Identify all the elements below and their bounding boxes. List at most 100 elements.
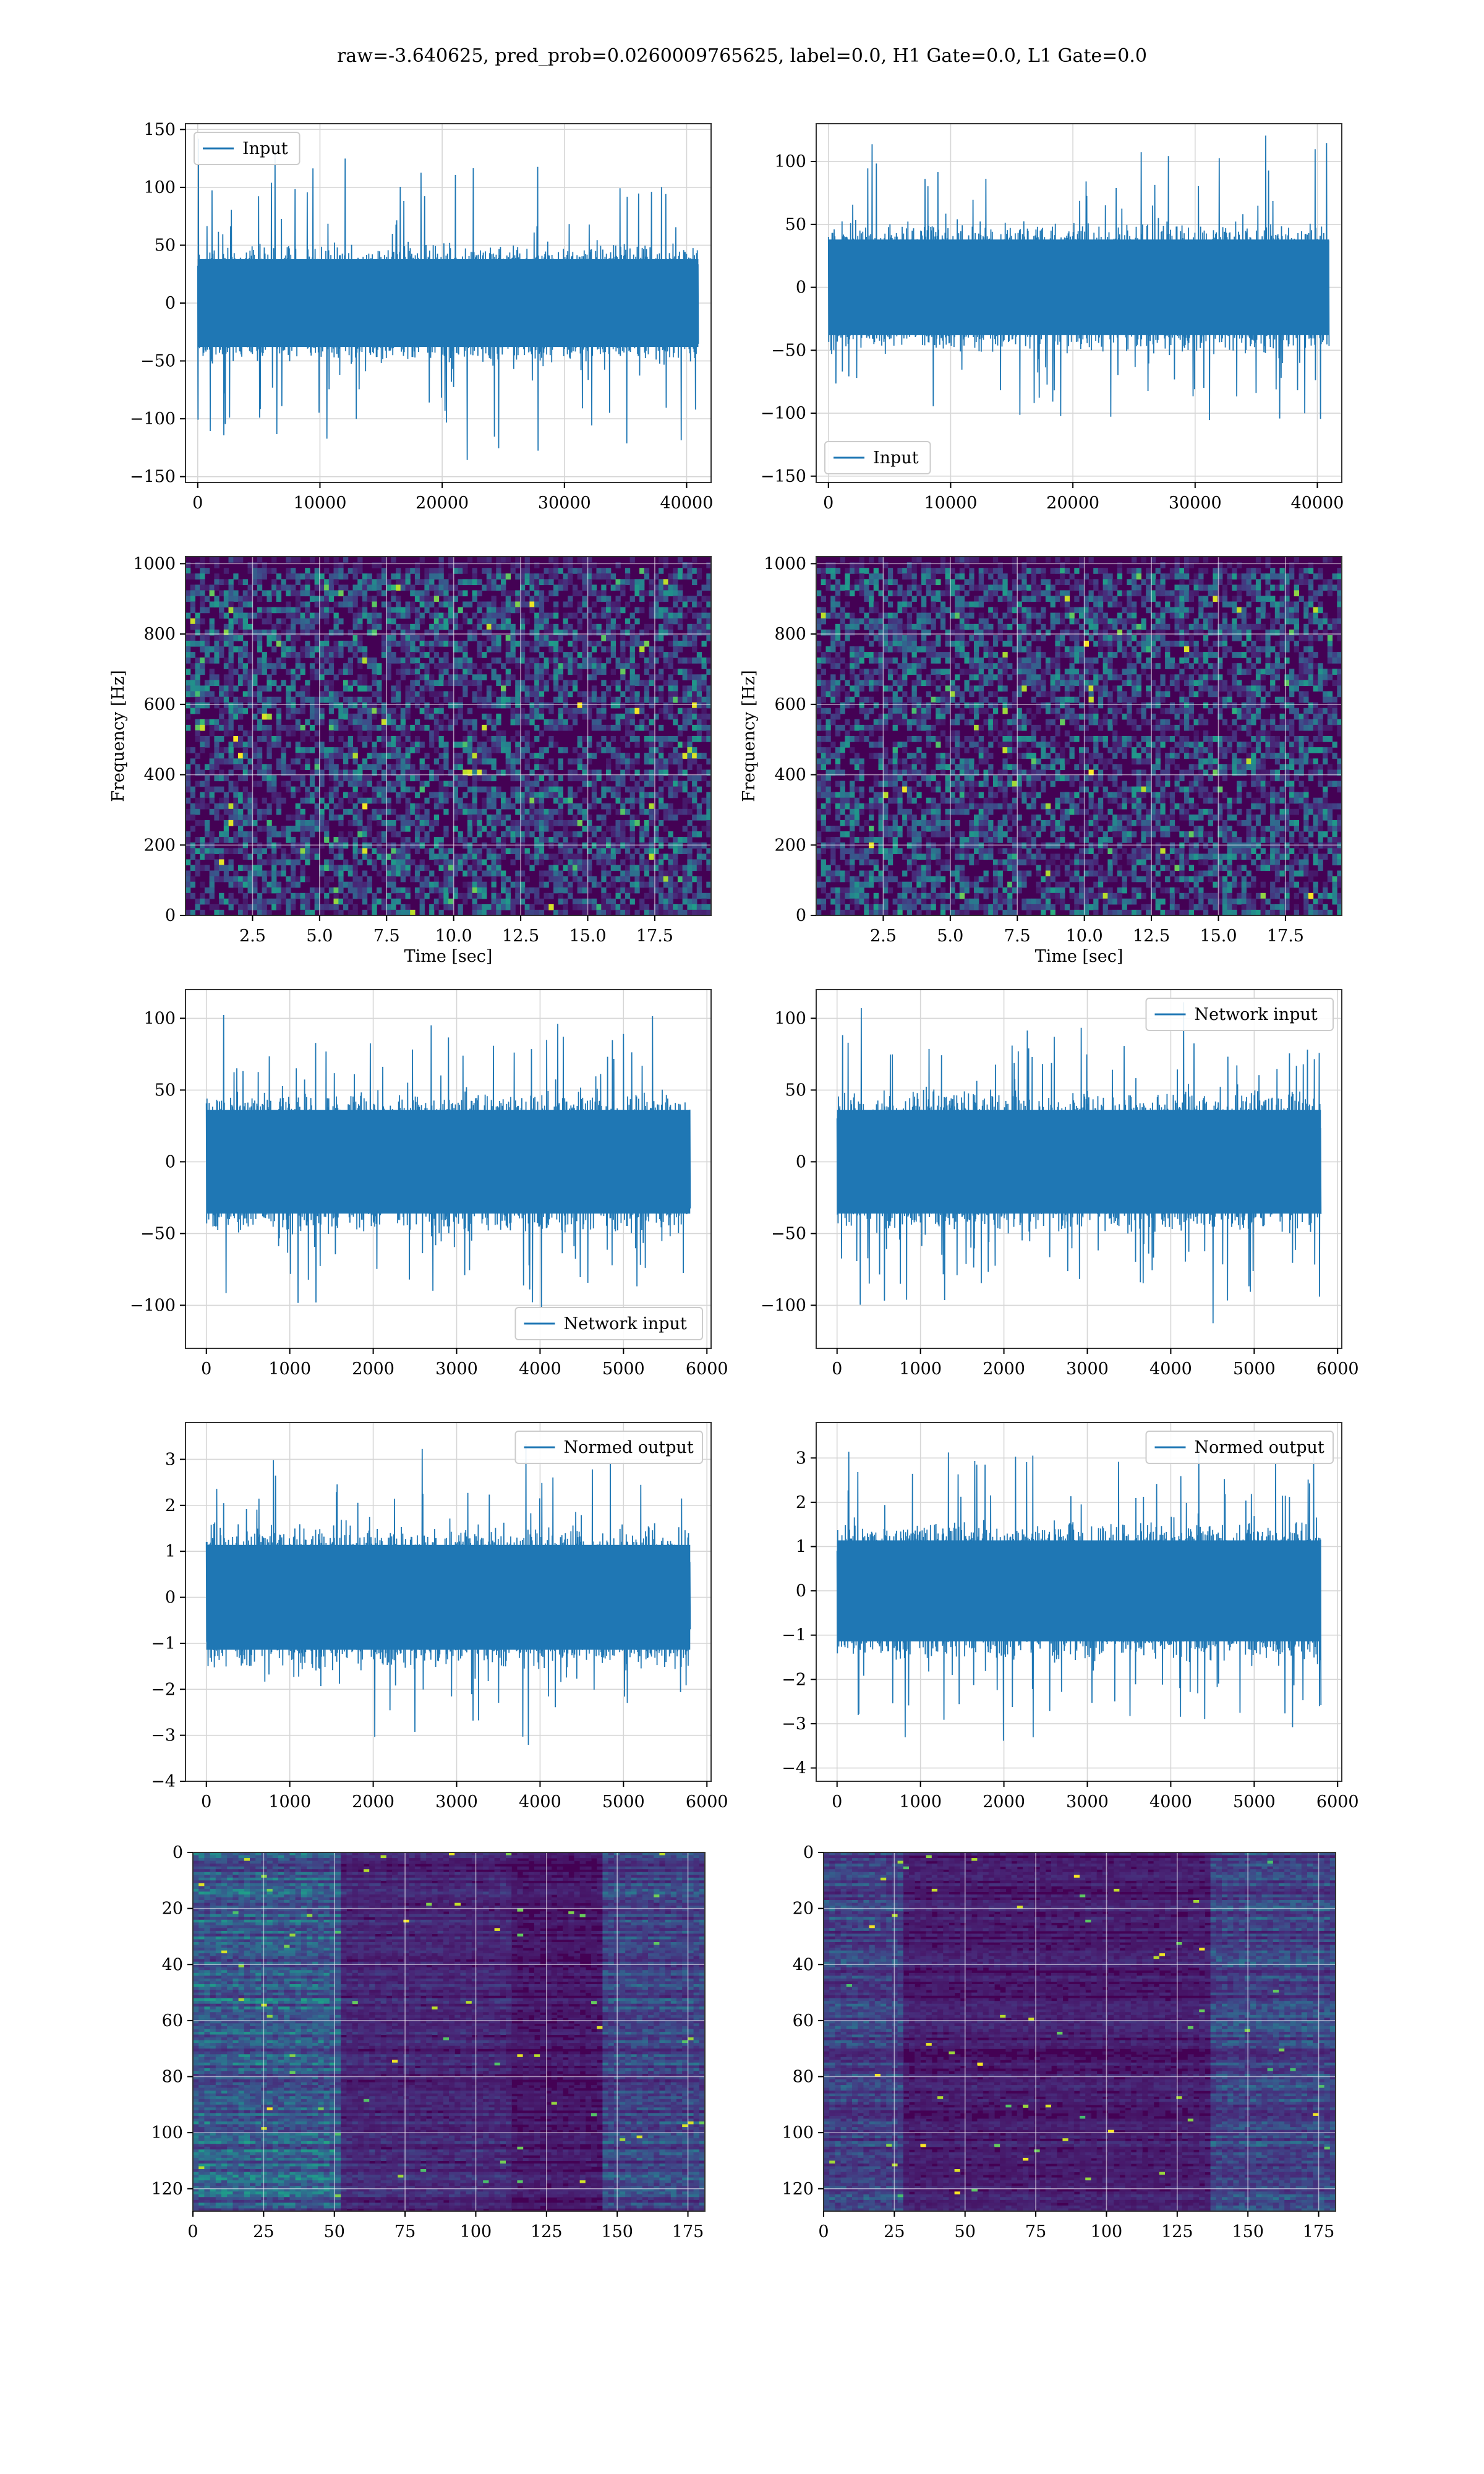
- spec_right-axes-frame: [816, 556, 1342, 916]
- ts_left_2-xtick-label: 1000: [268, 1359, 311, 1379]
- feat_right-xtick-label: 75: [1025, 2222, 1046, 2241]
- ts_right_3-ytick-label: 3: [796, 1449, 806, 1468]
- ts_left_3-legend-box: [514, 1431, 703, 1464]
- ts_left_2-xtick-label: 6000: [686, 1359, 728, 1379]
- ts_right_1-ytick-label: −100: [761, 404, 806, 423]
- spec_right-panel: 2.5 5.0 7.5 10.0 12.5 15.0 17.5 0 200 400 600 800 10…: [740, 554, 1342, 966]
- ts_left_3-xtick-label: 2000: [352, 1792, 394, 1812]
- spec_left-xtick-label: 2.5: [239, 927, 266, 946]
- ts_right_3-ytick-label: 1: [796, 1537, 806, 1556]
- ts_right_1-axes-frame: [816, 123, 1342, 483]
- figure-title: raw=-3.640625, pred_prob=0.0260009765625…: [337, 45, 1147, 67]
- feat_left-xtick-label: 75: [394, 2222, 416, 2241]
- ts_right_2-xtick-label: 1000: [899, 1359, 942, 1379]
- spec_left-axes-frame: [185, 556, 712, 916]
- ts_right_2-legend-box: [1145, 998, 1334, 1031]
- ts_right_2-axes-frame: [816, 989, 1342, 1349]
- feat_right-xtick-label: 50: [955, 2222, 976, 2241]
- feat_left-xtick-label: 0: [187, 2222, 198, 2241]
- ts_left_1-ytick-label: 0: [165, 294, 176, 313]
- spec_right-xlabel: Time [sec]: [1035, 947, 1124, 966]
- ts_left_1-legend: Input: [194, 132, 301, 165]
- ts_right_1-legend-label: Input: [873, 448, 919, 468]
- spec_left-ytick-label: 0: [165, 906, 176, 925]
- spec_right-ytick-label: 1000: [764, 554, 806, 573]
- ts_left_3-xtick-label: 1000: [268, 1792, 311, 1812]
- feat_right-xtick-label: 175: [1303, 2222, 1335, 2241]
- ts_right_2-ytick-label: −50: [771, 1224, 806, 1243]
- spec_left-xtick-label: 5.0: [306, 927, 333, 946]
- ts_right_3-xtick-label: 4000: [1149, 1792, 1192, 1812]
- spec_right-xtick-label: 7.5: [1004, 927, 1031, 946]
- feat_right-xtick-label: 100: [1091, 2222, 1123, 2241]
- ts_right_2-legend-label: Network input: [1195, 1005, 1318, 1024]
- ts_left_3-ytick-label: −4: [151, 1772, 176, 1791]
- ts_right_1-xtick-label: 40000: [1291, 494, 1344, 513]
- ts_right_1-ytick-label: −50: [771, 341, 806, 360]
- spec_left-xtick-label: 17.5: [636, 927, 673, 946]
- feat_left-panel: 0 25 50 75 100 125 150 175 0 20 40 60 80 100 120: [151, 1843, 706, 2241]
- ts_right_2-panel: 0 1000 2000 3000 4000 5000 6000 −100 −50 0 50 100 Ne…: [761, 989, 1359, 1379]
- ts_left_3-axes-frame: [185, 1422, 712, 1782]
- spec_right-xtick-label: 10.0: [1066, 927, 1103, 946]
- ts_left_3-xtick-label: 4000: [519, 1792, 561, 1812]
- feat_left-xtick-label: 50: [324, 2222, 345, 2241]
- feat_right-xtick-label: 150: [1232, 2222, 1264, 2241]
- ts_left_3-xtick-label: 3000: [435, 1792, 478, 1812]
- ts_right_1-series-band: [828, 239, 1329, 335]
- ts_left_3-ytick-label: −1: [151, 1634, 176, 1653]
- ts_left_1-xtick-label: 0: [192, 494, 203, 513]
- ts_left_3-ytick-label: 0: [165, 1588, 176, 1607]
- ts_left_1-ytick-label: −50: [140, 352, 176, 371]
- feat_right-panel: 0 25 50 75 100 125 150 175 0 20 40 60 80 100 120: [782, 1843, 1336, 2241]
- ts_right_3-legend-box: [1145, 1431, 1334, 1464]
- ts_left_2-ytick-label: −50: [140, 1224, 176, 1243]
- feat_left-axes-frame: [192, 1852, 706, 2212]
- feat_right-ytick-label: 20: [793, 1899, 814, 1919]
- ts_left_2-panel: 0 1000 2000 3000 4000 5000 6000 −100 −50 0 50 100 Ne…: [130, 989, 728, 1379]
- feat_right-ytick-label: 0: [803, 1843, 814, 1862]
- spec_right-ytick-label: 0: [796, 906, 806, 925]
- ts_left_1-legend-label: Input: [242, 139, 288, 158]
- ts_right_1-ytick-label: 0: [796, 278, 806, 297]
- spec_left-ytick-label: 1000: [133, 554, 176, 573]
- ts_right_3-xtick-label: 6000: [1316, 1792, 1359, 1812]
- ts_right_3-xtick-label: 3000: [1066, 1792, 1109, 1812]
- ts_right_1-xtick-label: 20000: [1046, 494, 1099, 513]
- ts_right_2-ytick-label: 0: [796, 1152, 806, 1171]
- ts_left_1-xtick-label: 10000: [293, 494, 346, 513]
- ts_left_2-xtick-label: 2000: [352, 1359, 394, 1379]
- ts_left_2-xtick-label: 5000: [602, 1359, 645, 1379]
- ts_right_1-legend-box: [824, 441, 931, 474]
- feat_left-ytick-label: 0: [173, 1843, 183, 1862]
- ts_left_2-axes-frame: [185, 989, 712, 1349]
- ts_right_2-xtick-label: 0: [832, 1359, 842, 1379]
- feat_left-ytick-label: 100: [151, 2123, 183, 2142]
- ts_left_2-ytick-label: −100: [130, 1296, 176, 1315]
- ts_left_1-ytick-label: 100: [143, 178, 176, 197]
- ts_left_2-xtick-label: 0: [201, 1359, 211, 1379]
- spec_left-ytick-label: 400: [143, 766, 176, 785]
- ts_left_3-ytick-label: −3: [151, 1726, 176, 1745]
- feat_left-ytick-label: 120: [151, 2180, 183, 2199]
- spec_left-xtick-label: 15.0: [569, 927, 606, 946]
- ts_right_1-ytick-label: −150: [761, 467, 806, 486]
- feat_left-ytick-label: 20: [162, 1899, 183, 1919]
- ts_left_1-ytick-label: 50: [155, 236, 176, 255]
- ts_right_3-xtick-label: 1000: [899, 1792, 942, 1812]
- ts_left_1-xtick-label: 20000: [416, 494, 469, 513]
- spec_right-xtick-label: 12.5: [1133, 927, 1170, 946]
- spec_left-ylabel: Frequency [Hz]: [109, 670, 128, 802]
- ts_left_3-panel: 0 1000 2000 3000 4000 5000 6000 −4 −3 −2 −1 0 1 2 3 Nor…: [151, 1422, 728, 1812]
- ts_right_3-xtick-label: 5000: [1233, 1792, 1276, 1812]
- spec_left-ytick-label: 200: [143, 836, 176, 855]
- spec_right-xtick-label: 15.0: [1200, 927, 1237, 946]
- feat_right-xtick-label: 0: [818, 2222, 829, 2241]
- spec_right-ytick-label: 400: [774, 766, 806, 785]
- ts_right_3-ytick-label: −3: [782, 1714, 806, 1734]
- ts_right_3-panel: 0 1000 2000 3000 4000 5000 6000 −4 −3 −2 −1 0 1 2 3 Nor…: [782, 1422, 1359, 1812]
- spec_left-cells: [186, 557, 711, 915]
- ts_left_1-ytick-label: −100: [130, 409, 176, 429]
- ts_left_2-xtick-label: 4000: [519, 1359, 561, 1379]
- ts_right_1-xtick-label: 10000: [924, 494, 977, 513]
